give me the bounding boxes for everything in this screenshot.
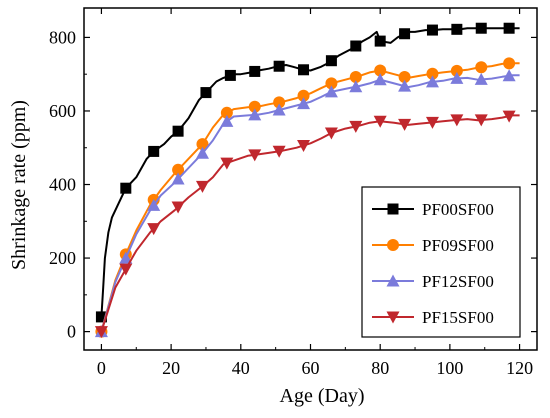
data-point (94, 326, 108, 339)
data-point (349, 80, 363, 93)
data-point (196, 138, 209, 151)
data-point (220, 114, 234, 127)
data-point (220, 157, 234, 170)
x-tick-label: 60 (302, 358, 320, 378)
data-point (450, 114, 464, 127)
y-tick-label: 600 (49, 101, 76, 121)
data-point (273, 60, 285, 72)
legend-label: PF15SF00 (422, 308, 494, 327)
data-point (297, 89, 310, 102)
data-point (248, 108, 262, 121)
data-point (398, 118, 412, 131)
series-layer (94, 22, 520, 339)
series-pf09sf00 (95, 57, 520, 338)
legend: PF00SF00 PF09SF00 PF12SF00 PF15SF00 (361, 186, 521, 338)
legend-marker (387, 239, 399, 251)
legend-label: PF00SF00 (422, 200, 494, 219)
legend-item: PF00SF00 (372, 200, 494, 219)
x-tick-label: 100 (436, 358, 463, 378)
data-point (398, 79, 412, 92)
data-point (147, 198, 161, 211)
data-point (248, 100, 261, 113)
series-pf15sf00 (94, 110, 520, 339)
series-pf12sf00 (94, 69, 520, 338)
data-point (502, 110, 516, 123)
legend-label: PF12SF00 (422, 272, 494, 291)
data-point (398, 70, 411, 83)
data-point (373, 115, 387, 128)
data-point (325, 77, 338, 90)
legend-item: PF12SF00 (372, 272, 494, 291)
data-point (374, 64, 387, 77)
data-point (451, 23, 463, 35)
y-axis-title: Shrinkage rate (ppm) (8, 100, 30, 270)
data-point (374, 35, 386, 47)
data-point (373, 73, 387, 86)
data-point (248, 149, 262, 162)
data-point (297, 140, 311, 153)
data-point (425, 75, 439, 88)
data-point (474, 72, 488, 85)
data-point (399, 28, 411, 40)
data-point (273, 96, 286, 109)
data-point (119, 263, 133, 276)
series-pf00sf00 (95, 22, 520, 323)
data-point (425, 116, 439, 129)
data-point (147, 223, 161, 236)
data-point (349, 120, 363, 133)
x-tick-label: 40 (232, 358, 250, 378)
data-point (119, 251, 133, 264)
data-point (272, 145, 286, 158)
data-point (148, 145, 160, 157)
data-point (475, 22, 487, 34)
x-tick-label: 120 (506, 358, 533, 378)
data-point (426, 67, 439, 80)
x-tick-label: 0 (97, 358, 106, 378)
x-axis-title: Age (Day) (280, 385, 365, 407)
data-point (120, 182, 132, 194)
data-point (195, 146, 209, 159)
data-point (503, 22, 515, 34)
data-point (349, 70, 362, 83)
data-point (172, 163, 185, 176)
data-point (350, 40, 362, 52)
data-point (298, 64, 310, 76)
data-point (324, 127, 338, 140)
data-point (297, 97, 311, 110)
data-point (171, 201, 185, 214)
data-point (195, 180, 209, 193)
legend-label: PF09SF00 (422, 236, 494, 255)
data-point (172, 125, 184, 137)
data-point (171, 172, 185, 185)
legend-marker (386, 311, 400, 324)
data-point (220, 106, 233, 119)
data-point (502, 69, 516, 82)
data-point (426, 24, 438, 36)
legend-item: PF09SF00 (372, 236, 494, 255)
data-point (325, 55, 337, 67)
data-point (474, 114, 488, 127)
data-point (475, 61, 488, 74)
data-point (324, 85, 338, 98)
data-point (503, 57, 516, 70)
data-point (249, 65, 261, 77)
data-point (450, 64, 463, 77)
data-point (95, 311, 107, 323)
data-point (450, 71, 464, 84)
y-tick-label: 200 (49, 248, 76, 268)
legend-item: PF15SF00 (372, 308, 494, 327)
y-tick-label: 800 (49, 27, 76, 47)
y-tick-label: 400 (49, 175, 76, 195)
axes: 0 20 40 60 80 100 120 0 200 400 600 800 (49, 7, 538, 378)
data-point (272, 103, 286, 116)
legend-marker (387, 203, 399, 215)
y-tick-label: 0 (67, 322, 76, 342)
x-tick-label: 20 (162, 358, 180, 378)
legend-marker (386, 274, 400, 287)
data-point (224, 69, 236, 81)
data-point (200, 87, 212, 99)
x-tick-label: 80 (371, 358, 389, 378)
